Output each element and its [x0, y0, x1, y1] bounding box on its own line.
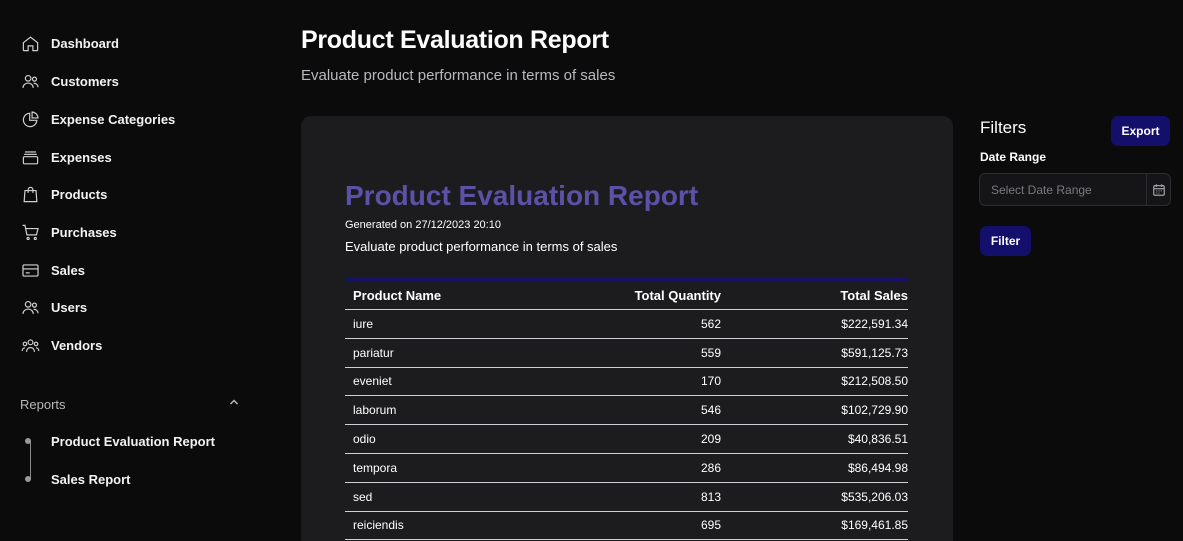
home-icon	[20, 33, 40, 53]
report-preview-card: Product Evaluation Report Generated on 2…	[301, 116, 953, 541]
cell-product-name: reiciendis	[345, 518, 535, 532]
cell-total-quantity: 562	[535, 317, 721, 331]
cell-total-quantity: 546	[535, 403, 721, 417]
cart-icon	[20, 222, 40, 242]
users-icon	[20, 71, 40, 91]
cell-total-sales: $169,461.85	[721, 518, 908, 532]
chevron-up-icon	[228, 395, 240, 413]
reports-section-label: Reports	[20, 397, 66, 412]
sidebar-item-label: Products	[51, 187, 107, 202]
sidebar-item-users[interactable]: Users	[20, 295, 87, 319]
cell-total-sales: $591,125.73	[721, 346, 908, 360]
cell-total-quantity: 286	[535, 461, 721, 475]
cell-total-sales: $86,494.98	[721, 461, 908, 475]
cell-total-quantity: 170	[535, 374, 721, 388]
table-row: eveniet 170 $212,508.50	[345, 368, 908, 397]
shopping-bag-icon	[20, 184, 40, 204]
table-row: odio 209 $40,836.51	[345, 425, 908, 454]
sidebar: Dashboard Customers Expense Categories E…	[0, 0, 260, 541]
cell-product-name: laborum	[345, 403, 535, 417]
column-header-total-sales: Total Sales	[721, 288, 908, 303]
filter-button[interactable]: Filter	[980, 226, 1031, 256]
sidebar-item-label: Sales	[51, 263, 85, 278]
sidebar-item-sales-report[interactable]: Sales Report	[25, 469, 130, 489]
pie-chart-icon	[20, 109, 40, 129]
report-description: Evaluate product performance in terms of…	[345, 239, 617, 254]
sidebar-item-label: Expenses	[51, 150, 112, 165]
table-row: sed 813 $535,206.03	[345, 483, 908, 512]
reports-section-toggle[interactable]: Reports	[20, 394, 240, 414]
sidebar-item-dashboard[interactable]: Dashboard	[20, 31, 119, 55]
cell-product-name: pariatur	[345, 346, 535, 360]
table-row: reiciendis 695 $169,461.85	[345, 512, 908, 541]
date-range-picker	[979, 173, 1171, 206]
sidebar-item-label: Dashboard	[51, 36, 119, 51]
cell-total-sales: $102,729.90	[721, 403, 908, 417]
calendar-icon[interactable]	[1146, 174, 1170, 205]
date-range-label: Date Range	[980, 150, 1046, 164]
cell-total-quantity: 209	[535, 432, 721, 446]
sidebar-item-vendors[interactable]: Vendors	[20, 333, 102, 357]
cell-total-sales: $212,508.50	[721, 374, 908, 388]
cell-total-sales: $535,206.03	[721, 490, 908, 504]
sidebar-item-customers[interactable]: Customers	[20, 69, 119, 93]
sidebar-item-label: Purchases	[51, 225, 117, 240]
user-group-icon	[20, 335, 40, 355]
cell-total-quantity: 695	[535, 518, 721, 532]
bullet-dot-icon	[25, 476, 31, 482]
table-row: laborum 546 $102,729.90	[345, 396, 908, 425]
bullet-dot-icon	[25, 438, 31, 444]
cell-product-name: sed	[345, 490, 535, 504]
sidebar-item-expense-categories[interactable]: Expense Categories	[20, 107, 175, 131]
filters-title: Filters	[980, 118, 1026, 138]
sidebar-item-label: Expense Categories	[51, 112, 175, 127]
sidebar-subitem-label: Sales Report	[51, 472, 130, 487]
report-title: Product Evaluation Report	[345, 180, 698, 212]
cell-total-quantity: 559	[535, 346, 721, 360]
cell-total-sales: $222,591.34	[721, 317, 908, 331]
sidebar-item-label: Customers	[51, 74, 119, 89]
report-generated-date: Generated on 27/12/2023 20:10	[345, 219, 501, 231]
column-header-total-quantity: Total Quantity	[535, 288, 721, 303]
sidebar-item-purchases[interactable]: Purchases	[20, 220, 117, 244]
table-header-row: Product Name Total Quantity Total Sales	[345, 281, 908, 310]
date-range-input[interactable]	[980, 174, 1146, 205]
users-icon	[20, 297, 40, 317]
sidebar-item-label: Users	[51, 300, 87, 315]
sidebar-item-expenses[interactable]: Expenses	[20, 145, 112, 169]
cell-product-name: iure	[345, 317, 535, 331]
cell-product-name: odio	[345, 432, 535, 446]
column-header-product-name: Product Name	[345, 288, 535, 303]
sidebar-item-label: Vendors	[51, 338, 102, 353]
sidebar-item-products[interactable]: Products	[20, 182, 107, 206]
table-row: pariatur 559 $591,125.73	[345, 339, 908, 368]
archive-icon	[20, 147, 40, 167]
table-row: iure 562 $222,591.34	[345, 310, 908, 339]
cell-product-name: tempora	[345, 461, 535, 475]
report-table: Product Name Total Quantity Total Sales …	[345, 278, 908, 540]
credit-card-icon	[20, 260, 40, 280]
table-row: tempora 286 $86,494.98	[345, 454, 908, 483]
page-title: Product Evaluation Report	[301, 26, 609, 55]
sidebar-item-sales[interactable]: Sales	[20, 258, 85, 282]
cell-product-name: eveniet	[345, 374, 535, 388]
export-button[interactable]: Export	[1111, 116, 1170, 146]
sidebar-subitem-label: Product Evaluation Report	[51, 434, 215, 449]
cell-total-quantity: 813	[535, 490, 721, 504]
sidebar-item-product-evaluation-report[interactable]: Product Evaluation Report	[25, 431, 215, 451]
cell-total-sales: $40,836.51	[721, 432, 908, 446]
page-subtitle: Evaluate product performance in terms of…	[301, 67, 615, 84]
